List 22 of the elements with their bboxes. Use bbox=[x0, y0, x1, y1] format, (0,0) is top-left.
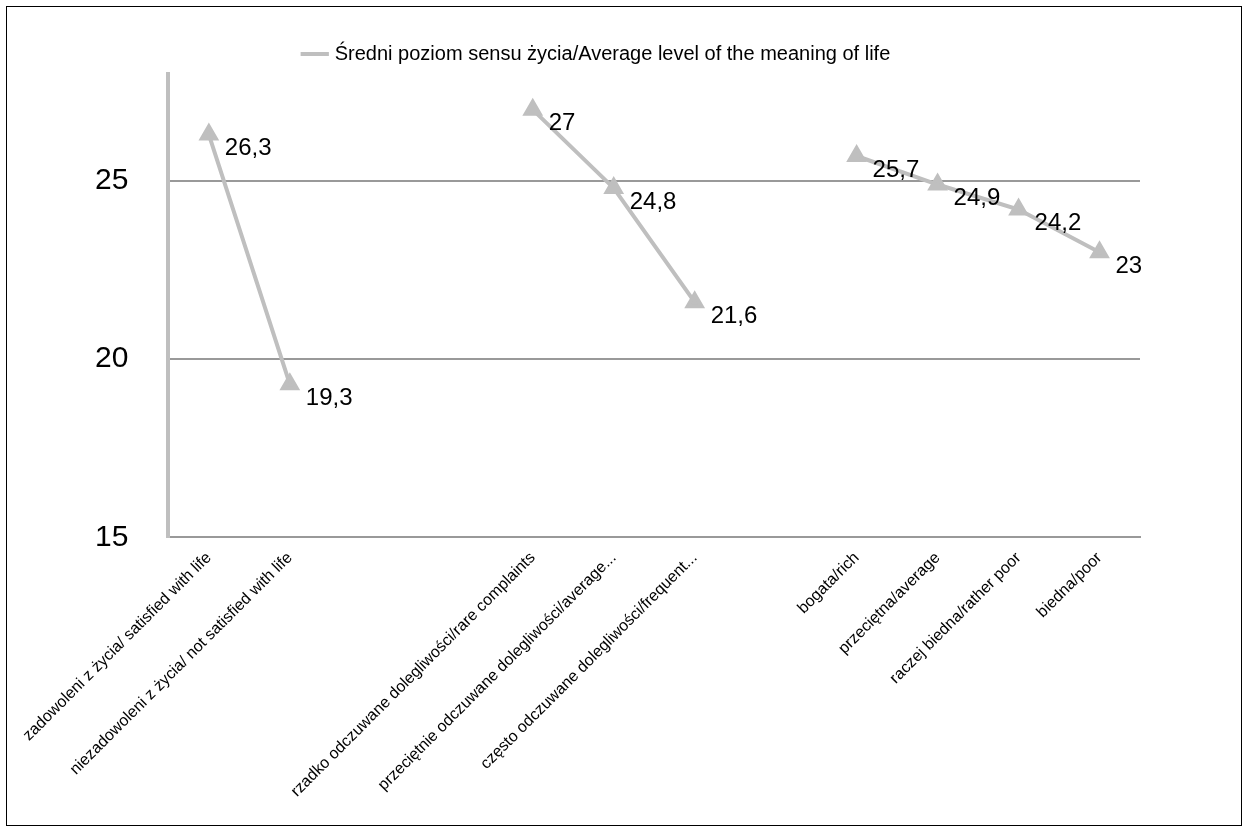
y-tick-label: 25 bbox=[94, 162, 129, 196]
point bbox=[847, 146, 866, 162]
y-tick-label: 15 bbox=[94, 518, 129, 552]
point bbox=[280, 374, 299, 391]
data-label: 26,3 bbox=[224, 133, 272, 161]
data-label: 24,9 bbox=[953, 183, 1001, 211]
point bbox=[927, 172, 948, 191]
data-label: 25,7 bbox=[872, 154, 920, 182]
point bbox=[198, 122, 219, 141]
point bbox=[685, 292, 704, 309]
point bbox=[604, 178, 623, 195]
y-tick-label: 20 bbox=[94, 340, 129, 374]
data-label: 24,2 bbox=[1034, 208, 1082, 236]
point bbox=[523, 99, 542, 116]
point bbox=[1090, 242, 1109, 259]
data-label: 23 bbox=[1115, 250, 1143, 278]
data-label: 19,3 bbox=[305, 382, 353, 410]
data-label: 21,6 bbox=[710, 300, 758, 328]
legend-label: Średni poziom sensu życia/Average level of the meaning of life bbox=[334, 40, 891, 64]
data-label: 27 bbox=[548, 108, 576, 136]
data-label: 24,8 bbox=[629, 186, 677, 214]
point bbox=[1009, 199, 1028, 216]
